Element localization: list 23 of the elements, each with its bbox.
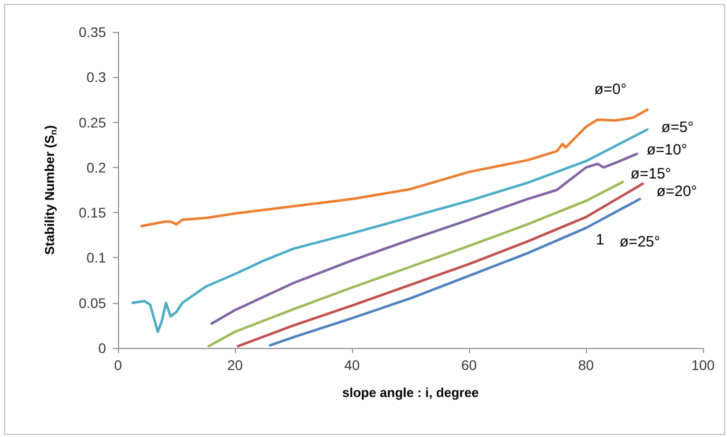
y-tick-label: 0.1 <box>86 250 106 266</box>
x-tick-label: 100 <box>691 357 715 373</box>
x-tick-label: 80 <box>578 357 594 373</box>
x-tick-label: 0 <box>114 357 122 373</box>
series-label: ø=10° <box>646 141 688 158</box>
y-tick-label: 0.05 <box>78 294 106 311</box>
series-label: ø=5° <box>661 119 694 136</box>
y-tick-label: 0 <box>98 340 106 356</box>
series-label: ø=15° <box>630 165 672 182</box>
x-axis-title: slope angle : i, degree <box>342 385 479 400</box>
series-label: ø=20° <box>656 183 698 200</box>
x-tick-label: 20 <box>227 357 243 373</box>
y-tick-label: 0.3 <box>86 69 106 86</box>
y-tick-label: 0.35 <box>78 24 106 40</box>
series-label: ø=25° <box>620 234 660 251</box>
y-tick-label: 0.2 <box>86 159 106 176</box>
x-tick-label: 60 <box>461 357 477 373</box>
annotation: 1 <box>596 232 604 248</box>
y-tick-label: 0.25 <box>78 114 106 130</box>
y-tick-label: 0.15 <box>78 204 106 221</box>
series-label: ø=0° <box>594 81 627 98</box>
x-tick-label: 40 <box>344 357 360 373</box>
y-axis-title: Stability Number (Sn) <box>42 125 58 255</box>
